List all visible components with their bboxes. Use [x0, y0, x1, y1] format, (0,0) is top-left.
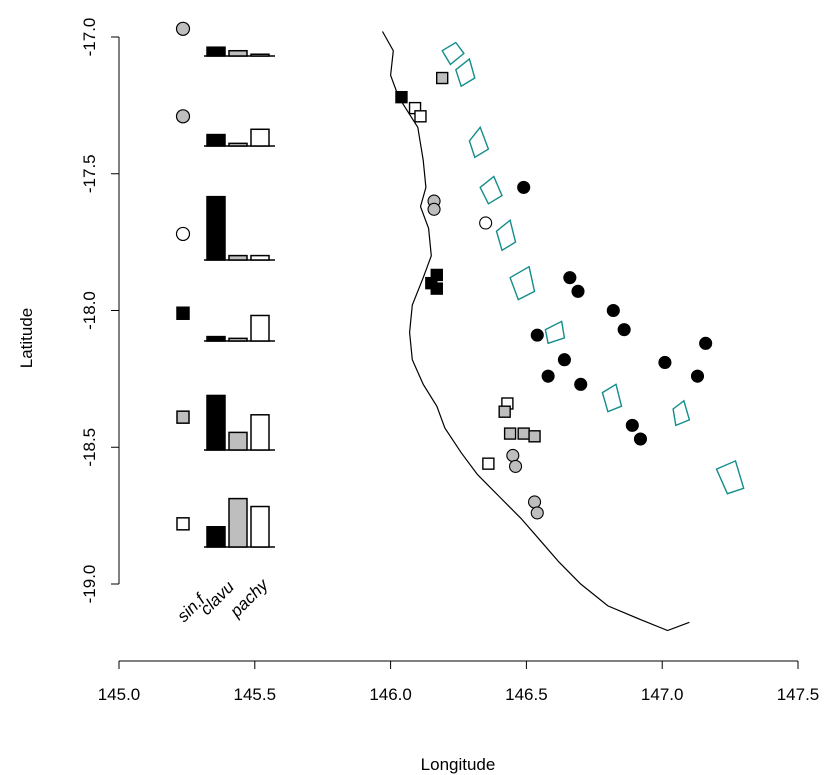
bar-group [175, 195, 275, 261]
x-tick-label: 146.5 [505, 685, 548, 704]
reef-outline [544, 320, 566, 345]
sample-point [498, 405, 511, 418]
reef-outline [441, 41, 465, 66]
bar-pachy [250, 505, 270, 548]
coastline [381, 31, 690, 632]
sample-point [479, 216, 493, 230]
sample-point [557, 353, 571, 367]
x-tick-label: 145.0 [98, 685, 141, 704]
x-tick-label: 147.0 [641, 685, 684, 704]
reef-outline [495, 218, 517, 252]
bar-clavu [228, 142, 248, 147]
bar-group [176, 306, 275, 342]
key-circle-symbol [175, 109, 191, 124]
sample-points [395, 71, 713, 520]
sample-point [658, 355, 672, 370]
sample-point [574, 377, 588, 391]
y-tick-label: -17.0 [80, 18, 99, 57]
reef-outlines [441, 41, 745, 495]
reef-outline [468, 125, 490, 159]
bar-group [176, 497, 275, 548]
sample-point [430, 282, 443, 295]
y-axis-label: Latitude [17, 308, 36, 369]
y-tick-label: -18.5 [80, 428, 99, 467]
sample-point [530, 328, 544, 342]
sample-point [508, 459, 523, 473]
sample-point [625, 418, 639, 432]
bar-group [176, 394, 275, 451]
bar-sin.f [206, 526, 226, 548]
reef-outline [509, 265, 536, 301]
sample-point [541, 369, 555, 383]
bar-group [175, 21, 275, 57]
sample-point [395, 90, 408, 104]
y-tick-label: -18.0 [80, 291, 99, 330]
y-tick-label: -19.0 [80, 565, 99, 604]
sample-point [503, 427, 517, 440]
sample-point [527, 495, 542, 509]
reef-outline [715, 459, 745, 495]
key-square-symbol [176, 410, 190, 424]
bar-insets [175, 21, 275, 548]
sample-point [563, 271, 577, 285]
bar-clavu [228, 49, 248, 57]
bar-sin.f [206, 195, 226, 261]
bar-pachy [250, 314, 270, 342]
sample-point [617, 323, 631, 337]
y-axis: -17.0 -17.5 -18.0 -18.5 -19.0 [80, 18, 120, 604]
reef-outline [479, 175, 503, 205]
bar-pachy [250, 128, 270, 147]
bar-sin.f [206, 46, 226, 57]
bar-category-label: pachy [226, 574, 273, 621]
sample-point [699, 336, 713, 350]
key-circle-symbol [175, 226, 191, 242]
sample-point [517, 427, 530, 440]
bar-group [175, 109, 275, 147]
reef-outline [454, 57, 476, 88]
sample-point [530, 506, 544, 520]
sample-point [606, 303, 620, 318]
bar-clavu [228, 254, 248, 261]
bar-clavu [228, 431, 248, 451]
x-tick-label: 146.0 [369, 685, 412, 704]
reef-outline [601, 383, 623, 413]
sample-point [436, 71, 449, 85]
x-tick-label: 145.5 [234, 685, 277, 704]
bar-pachy [250, 414, 270, 451]
x-tick-label: 147.5 [777, 685, 820, 704]
sample-point [506, 448, 520, 463]
sample-point [482, 457, 495, 470]
sample-point [517, 180, 531, 194]
bar-pachy [250, 53, 270, 57]
bar-clavu [228, 337, 248, 342]
x-axis: 145.0 145.5 146.0 146.5 147.0 147.5 [98, 660, 820, 704]
y-tick-label: -17.5 [80, 154, 99, 193]
sample-point [690, 369, 705, 383]
bar-sin.f [206, 133, 226, 147]
key-circle-symbol [175, 21, 191, 36]
reef-outline [672, 399, 691, 427]
sample-point [633, 432, 648, 446]
x-axis-label: Longitude [421, 755, 496, 774]
sample-point [528, 430, 541, 443]
sample-point [414, 110, 427, 123]
bar-pachy [250, 254, 270, 261]
key-square-symbol [176, 517, 190, 531]
sample-point [427, 202, 441, 216]
key-square-symbol [176, 306, 190, 320]
sample-point [571, 284, 585, 298]
bar-clavu [228, 497, 248, 548]
bar-sin.f [206, 394, 226, 451]
bar-sin.f [206, 335, 226, 342]
